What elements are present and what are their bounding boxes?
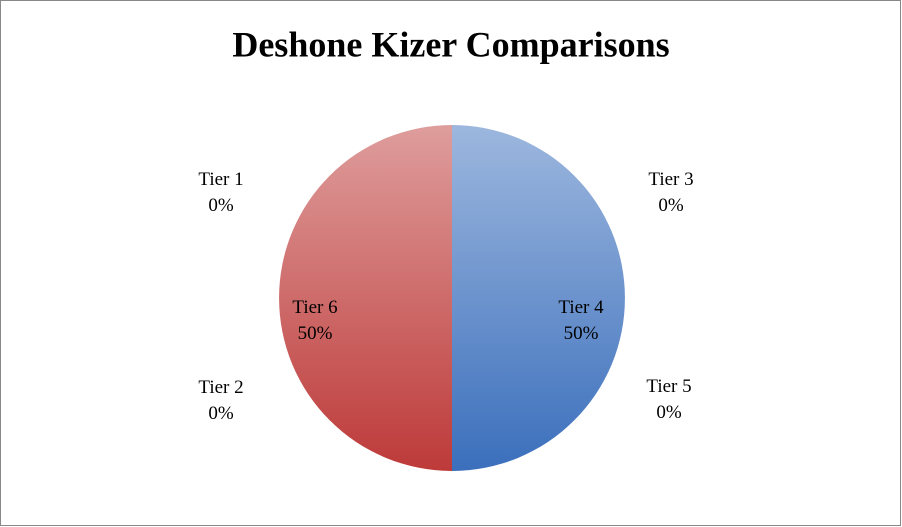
data-label: Tier 1 0% — [198, 169, 243, 216]
data-label: Tier 2 0% — [198, 377, 243, 424]
value-label: 50% — [298, 323, 333, 344]
pie-slice — [279, 125, 452, 471]
category-label: Tier 1 — [198, 169, 243, 190]
value-label: 50% — [564, 323, 599, 344]
data-label: Tier 6 50% — [292, 297, 337, 344]
value-label: 0% — [208, 403, 234, 424]
value-label: 0% — [656, 402, 682, 423]
pie-slice — [452, 125, 625, 471]
category-label: Tier 5 — [646, 376, 691, 397]
data-label: Tier 5 0% — [646, 376, 691, 423]
category-label: Tier 4 — [558, 297, 604, 318]
category-label: Tier 6 — [292, 297, 337, 318]
category-label: Tier 3 — [648, 169, 693, 190]
data-label: Tier 4 50% — [558, 297, 604, 344]
value-label: 0% — [208, 195, 234, 216]
value-label: 0% — [658, 195, 684, 216]
data-label: Tier 3 0% — [648, 169, 693, 216]
category-label: Tier 2 — [198, 377, 243, 398]
chart-title: Deshone Kizer Comparisons — [232, 24, 669, 64]
